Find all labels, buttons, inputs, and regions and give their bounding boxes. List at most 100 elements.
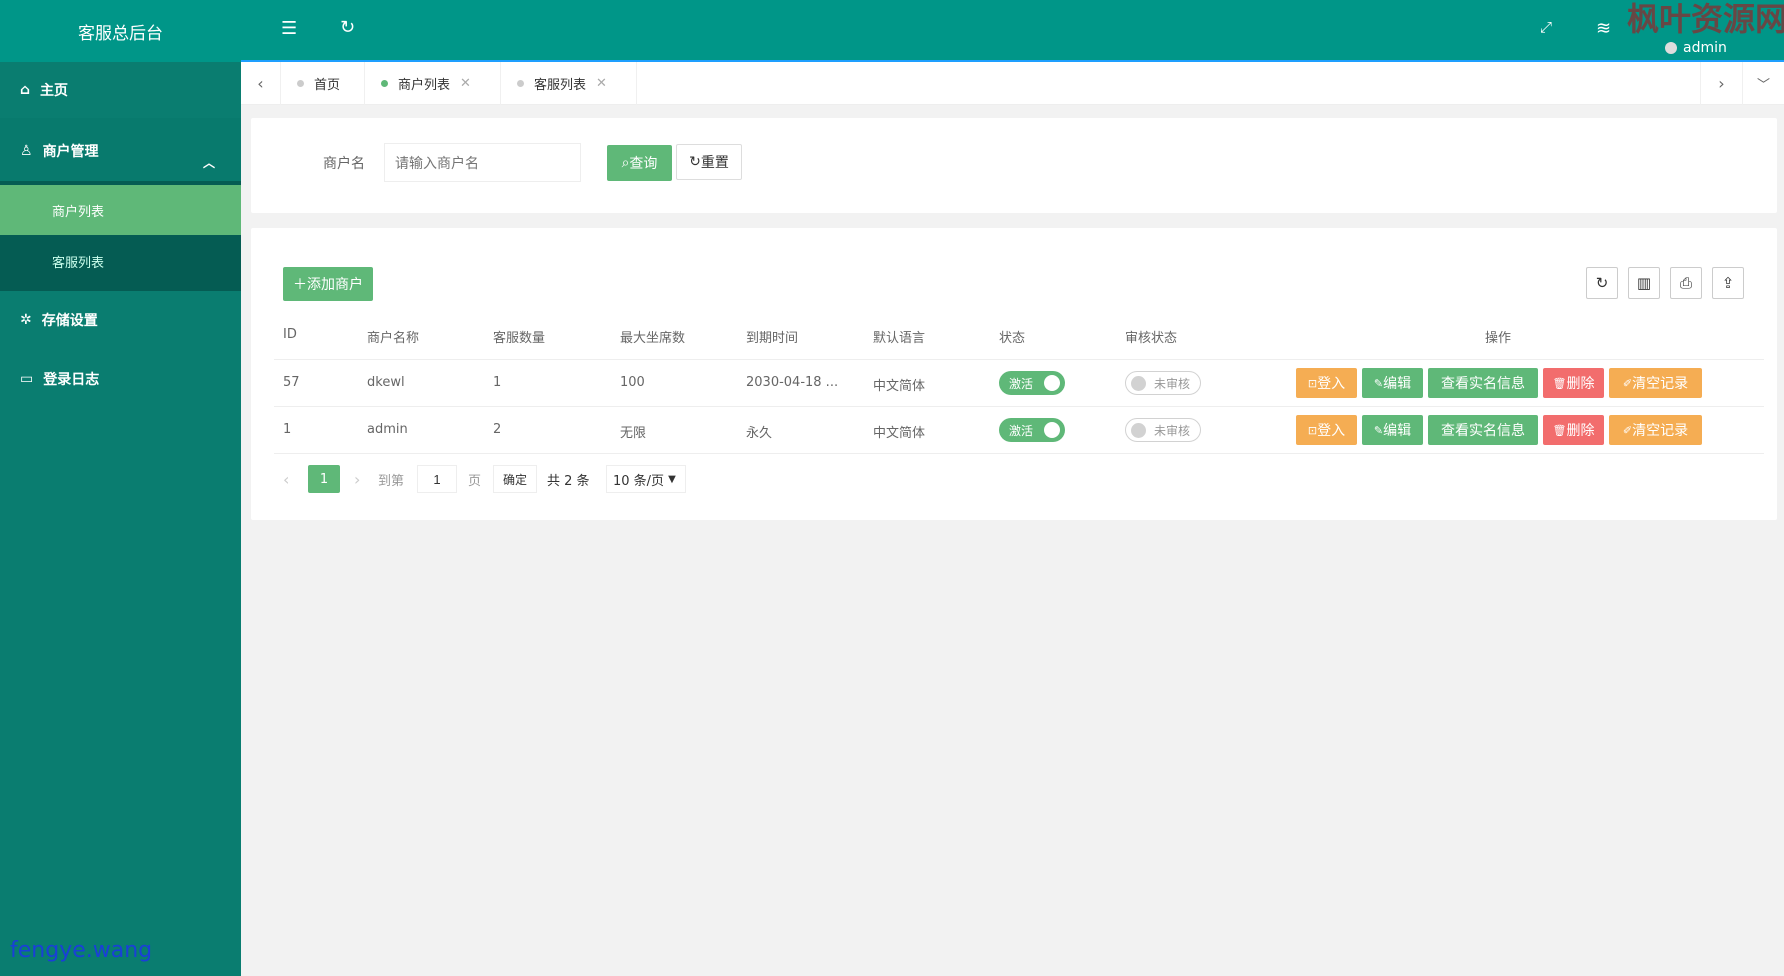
page-1-button[interactable]: 1 — [308, 465, 340, 493]
audit-toggle[interactable]: 未审核 — [1125, 418, 1201, 442]
merchant-name-input[interactable] — [384, 143, 581, 182]
tab-scroll-left-icon[interactable]: ‹ — [241, 62, 281, 105]
sidebar-item-merchant-mgmt[interactable]: ♙ 商户管理 ︿ — [0, 118, 241, 184]
clear-records-icon: ✐ — [1622, 376, 1633, 390]
clear-records-button[interactable]: ✐ 清空记录 — [1609, 415, 1702, 445]
cell-agents: 1 — [493, 375, 502, 390]
tab-bar: ‹ 首页 商户列表 ✕ 客服列表 ✕ › ﹀ — [241, 62, 1784, 105]
cell-max_seats: 100 — [620, 375, 645, 390]
edit-icon: ✎ — [1373, 423, 1384, 437]
sidebar-item-label: 商户管理 — [42, 144, 99, 160]
status-toggle[interactable]: 激活 — [999, 418, 1065, 442]
cell-id: 1 — [283, 422, 292, 437]
calendar-icon: ▭ — [20, 371, 34, 387]
tab-merchant-list[interactable]: 商户列表 ✕ — [365, 62, 501, 105]
login-icon: ⊡ — [1307, 376, 1318, 390]
tab-label: 首页 — [314, 78, 341, 93]
toggle-knob — [1131, 423, 1146, 438]
login-icon: ⊡ — [1307, 423, 1318, 437]
next-page-icon[interactable]: › — [354, 469, 361, 489]
view-realname-button[interactable]: 查看实名信息 — [1428, 415, 1538, 445]
audit-toggle[interactable]: 未审核 — [1125, 371, 1201, 395]
divider — [274, 453, 1764, 454]
columns-filter-icon[interactable]: ▥ — [1628, 267, 1660, 299]
avatar[interactable] — [1665, 42, 1677, 54]
sidebar-item-login-log[interactable]: ▭ 登录日志 — [0, 351, 241, 407]
chevron-up-icon: ︿ — [202, 156, 215, 170]
clear-records-button[interactable]: ✐ 清空记录 — [1609, 368, 1702, 398]
close-icon[interactable]: ✕ — [596, 76, 607, 91]
cell-lang: 中文简体 — [873, 426, 926, 441]
col-id: ID — [283, 327, 297, 342]
reset-icon: ↻ — [689, 154, 701, 170]
login-button[interactable]: ⊡ 登入 — [1296, 368, 1357, 398]
tab-label: 客服列表 — [534, 78, 587, 93]
tab-dot — [517, 80, 524, 87]
sidebar-item-merchant-list[interactable]: 商户列表 — [0, 185, 241, 235]
col-name: 商户名称 — [367, 331, 420, 346]
close-icon[interactable]: ✕ — [460, 76, 471, 91]
top-header: ☰ ↻ ⤢ ≋ 枫叶资源网 admin — [241, 0, 1784, 62]
search-card: 商户名 ⌕查询 ↻重置 — [251, 118, 1777, 213]
edit-button[interactable]: ✎ 编辑 — [1362, 415, 1423, 445]
refresh-table-icon[interactable]: ↻ — [1586, 267, 1618, 299]
divider — [274, 359, 1764, 360]
status-toggle[interactable]: 激活 — [999, 371, 1065, 395]
login-button[interactable]: ⊡ 登入 — [1296, 415, 1357, 445]
sidebar-item-storage[interactable]: ✲ 存储设置 — [0, 292, 241, 348]
sidebar: 客服总后台 ⌂ 主页 ♙ 商户管理 ︿ 商户列表 客服列表 ✲ 存储设置 ▭ 登录日志 f… — [0, 0, 241, 976]
user-name[interactable]: admin — [1683, 40, 1727, 56]
page-label: 页 — [468, 473, 482, 489]
cell-expire: 永久 — [746, 426, 773, 441]
view-realname-button[interactable]: 查看实名信息 — [1428, 368, 1538, 398]
col-audit: 审核状态 — [1125, 331, 1178, 346]
chevron-down-icon[interactable]: ﹀ — [1742, 62, 1784, 105]
add-merchant-button[interactable]: ＋添加商户 — [283, 267, 373, 301]
cell-name: admin — [367, 422, 408, 437]
export-icon[interactable]: ⇪ — [1712, 267, 1744, 299]
delete-icon: 🗑 — [1552, 423, 1567, 437]
user-icon: ♙ — [20, 143, 33, 159]
toggle-knob — [1044, 375, 1060, 391]
refresh-icon[interactable]: ↻ — [340, 17, 356, 38]
prev-page-icon[interactable]: ‹ — [283, 469, 290, 489]
delete-button[interactable]: 🗑 删除 — [1543, 368, 1604, 398]
total-count: 共 2 条 — [547, 473, 590, 489]
col-expire: 到期时间 — [746, 331, 799, 346]
chevron-down-icon: ▼ — [668, 473, 676, 485]
cell-id: 57 — [283, 375, 300, 390]
reset-button[interactable]: ↻ 重置 — [676, 144, 742, 180]
menu-toggle-icon[interactable]: ☰ — [281, 18, 298, 39]
tab-label: 商户列表 — [398, 78, 451, 93]
tab-home[interactable]: 首页 — [281, 62, 365, 105]
col-max-seats: 最大坐席数 — [620, 331, 686, 346]
goto-page-input[interactable] — [417, 465, 457, 493]
sidebar-item-label: 存储设置 — [41, 313, 98, 329]
query-button[interactable]: ⌕ 查询 — [607, 145, 672, 181]
tab-agent-list[interactable]: 客服列表 ✕ — [501, 62, 637, 105]
clear-records-icon: ✐ — [1622, 423, 1633, 437]
app-title: 客服总后台 — [0, 0, 241, 62]
divider — [274, 406, 1764, 407]
print-icon[interactable]: ⎙ — [1670, 267, 1702, 299]
confirm-page-button[interactable]: 确定 — [493, 465, 537, 493]
cell-name: dkewl — [367, 375, 405, 390]
fullscreen-icon[interactable]: ⤢ — [1540, 18, 1553, 36]
plus-icon: ＋ — [293, 277, 307, 293]
cell-lang: 中文简体 — [873, 379, 926, 394]
col-status: 状态 — [999, 331, 1026, 346]
edit-button[interactable]: ✎ 编辑 — [1362, 368, 1423, 398]
edit-icon: ✎ — [1373, 376, 1384, 390]
cell-max_seats: 无限 — [620, 426, 647, 441]
delete-button[interactable]: 🗑 删除 — [1543, 415, 1604, 445]
sidebar-item-agent-list[interactable]: 客服列表 — [52, 255, 105, 271]
cell-agents: 2 — [493, 422, 502, 437]
gear-icon: ✲ — [20, 312, 32, 328]
col-agents: 客服数量 — [493, 331, 546, 346]
sidebar-item-home[interactable]: ⌂ 主页 — [0, 62, 241, 118]
tab-scroll-right-icon[interactable]: › — [1700, 62, 1742, 105]
search-label: 商户名 — [323, 156, 365, 172]
logo-watermark: 枫叶资源网 — [1627, 0, 1784, 38]
layers-icon[interactable]: ≋ — [1596, 18, 1612, 39]
page-size-select[interactable]: 10 条/页 ▼ — [606, 465, 686, 493]
